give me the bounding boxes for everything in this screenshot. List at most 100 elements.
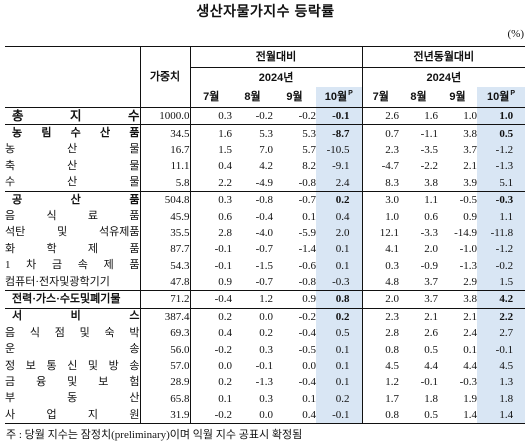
yoy-value: -0.9 (420, 259, 439, 272)
table-row: 사 업 지 원 31.9 -0.2 0.0 0.4 -0.1 0.8 0.5 1.4 1.4 (5, 407, 526, 425)
weight-value: 54.3 (140, 257, 191, 274)
yoy-value-preliminary: 1.4 (477, 407, 526, 425)
yoy-value: 2.6 (424, 327, 439, 340)
table-row: 서 비 스 387.4 0.2 0.0 -0.2 0.2 2.3 2.1 2.1 2.2 (5, 308, 526, 326)
mom-value-preliminary: 0.1 (316, 357, 363, 375)
mom-value: -0.2 (232, 107, 273, 126)
mom-value-preliminary: 0.1 (316, 374, 363, 391)
yoy-value-preliminary: 1.1 (477, 208, 526, 225)
mom-value: -4.9 (232, 174, 273, 192)
weight-value: 387.4 (140, 308, 191, 326)
mom-value: -0.1 (255, 360, 273, 373)
row-label: 금 융 및 보 험 (5, 375, 140, 388)
yoy-value: 0.5 (399, 407, 439, 425)
mom-value: 0.1 (302, 210, 316, 223)
mom-value: 8.2 (302, 160, 316, 173)
weight-value: 28.9 (140, 374, 191, 391)
mom-value: 5.7 (302, 143, 316, 156)
mom-value: 7.0 (259, 143, 273, 156)
yoy-value: 2.0 (362, 290, 400, 309)
yoy-value: 2.1 (463, 160, 478, 173)
preliminary-mark: P (510, 90, 516, 98)
mom-value-preliminary: 0.8 (316, 290, 363, 309)
weight-value: 87.7 (140, 241, 191, 258)
yoy-value-preliminary: 5.1 (477, 174, 526, 192)
row-label: 부 동 산 (5, 392, 140, 405)
mom-value: 2.2 (190, 174, 232, 192)
mom-value: -1.5 (255, 259, 273, 272)
yoy-value-preliminary: 1.5 (477, 273, 526, 292)
mom-value: 0.0 (218, 360, 232, 373)
row-label-cell: 음 식 료 품 (5, 208, 141, 225)
mom-group-header: 전월대비 (190, 46, 363, 68)
yoy-value: 2.0 (424, 243, 439, 256)
mom-value: -0.7 (298, 194, 316, 207)
yoy-value-preliminary: -0.2 (477, 257, 526, 274)
row-label: 음 식 점 및 숙 박 (5, 326, 140, 339)
yoy-value: 1.2 (385, 376, 400, 389)
yoy-value: 2.9 (438, 273, 478, 292)
mom-value: -1.3 (255, 376, 273, 389)
mom-value-preliminary: 0.2 (316, 390, 363, 408)
mom-value: 0.1 (218, 392, 232, 405)
yoy-value-preliminary: -0.3 (477, 191, 526, 209)
weight-value: 504.8 (140, 191, 191, 209)
weight-value: 71.2 (140, 290, 191, 309)
row-label: 사 업 지 원 (5, 408, 140, 421)
yoy-month-header: 8월 (399, 87, 439, 108)
mom-value: 0.1 (302, 392, 316, 405)
row-label: 수 산 물 (5, 176, 140, 189)
yoy-value-preliminary: 4.2 (477, 290, 526, 309)
table-row: 공 산 품 504.8 0.3 -0.8 -0.7 0.2 3.0 1.1 -0.5 -0.3 (5, 191, 526, 209)
yoy-group-header: 전년동월대비 (362, 46, 526, 68)
header-row-groups: 가중치 전월대비 전년동월대비 (5, 46, 526, 108)
mom-value-preliminary: 0.2 (316, 308, 363, 326)
item-header-blank (5, 46, 141, 108)
row-label-cell: 음 식 점 및 숙 박 (5, 325, 141, 342)
header-row-years: 2024년 2024년 (5, 67, 525, 87)
yoy-value: 3.8 (463, 127, 478, 140)
row-label-cell: 전력·가스·수도및폐기물 (5, 290, 141, 309)
row-label-cell: 화 학 제 품 (5, 241, 141, 258)
mom-value: 0.2 (218, 310, 232, 323)
row-label-cell: 공 산 품 (5, 191, 141, 209)
yoy-value: 4.5 (385, 360, 400, 373)
table-row: 운 송 56.0 -0.2 0.3 -0.5 0.1 0.8 0.5 0.1 -0.1 (5, 341, 526, 358)
mom-value-preliminary: 0.1 (316, 341, 363, 358)
yoy-value: 2.8 (385, 327, 400, 340)
yoy-value: 4.4 (424, 360, 439, 373)
yoy-value: 0.1 (463, 343, 478, 356)
yoy-value: 2.1 (424, 310, 439, 323)
yoy-value: -1.0 (459, 243, 478, 256)
table-body: 총 지 수 1000.0 0.3 -0.2 -0.2 -0.1 2.6 1.6 1.0 1.0 농 … (5, 107, 526, 425)
row-label-cell: 금 융 및 보 험 (5, 374, 141, 391)
mom-value-preliminary: 0.1 (316, 257, 363, 274)
mom-value: 0.0 (232, 407, 273, 425)
yoy-value: 3.8 (438, 290, 478, 309)
row-label: 공 산 품 (12, 193, 140, 206)
header-row-months: 7월 8월 9월 10월P 7월 8월 9월 10월P (5, 87, 526, 108)
mom-value: 0.3 (259, 392, 273, 405)
yoy-month-header-preliminary: 10월P (477, 87, 526, 108)
yoy-value-preliminary: 1.3 (477, 374, 526, 391)
row-label-cell: 컴퓨터·전자및광학기기 (5, 273, 141, 292)
weight-value: 69.3 (140, 325, 191, 342)
row-label-cell: 총 지 수 (5, 107, 141, 126)
table-row: 석탄 및 석유제품 35.5 2.8 -4.0 -5.9 2.0 12.1 -3.3 -14.9… (5, 224, 526, 242)
mom-value-preliminary: 0.4 (316, 208, 363, 225)
table-row: 총 지 수 1000.0 0.3 -0.2 -0.2 -0.1 2.6 1.6 1.0 1.0 (5, 107, 526, 126)
row-label-cell: 농 림 수 산 품 (5, 124, 141, 142)
mom-value: -0.4 (298, 376, 316, 389)
mom-value-preliminary: 2.0 (316, 224, 363, 242)
yoy-value: 1.1 (424, 194, 439, 207)
yoy-value: 1.0 (438, 107, 478, 126)
mom-value-preliminary: -0.1 (316, 107, 363, 126)
mom-value: -0.4 (298, 327, 316, 340)
yoy-value-preliminary: 0.5 (477, 124, 526, 142)
mom-value: 5.3 (259, 127, 273, 140)
row-label: 서 비 스 (12, 310, 140, 323)
mom-value: -4.0 (255, 226, 273, 239)
table-row: 농 산 물 16.7 1.5 7.0 5.7 -10.5 2.3 -3.5 3.7 -1.2 (5, 141, 526, 159)
yoy-value: 0.9 (463, 210, 478, 223)
yoy-month-header: 7월 (362, 87, 400, 108)
